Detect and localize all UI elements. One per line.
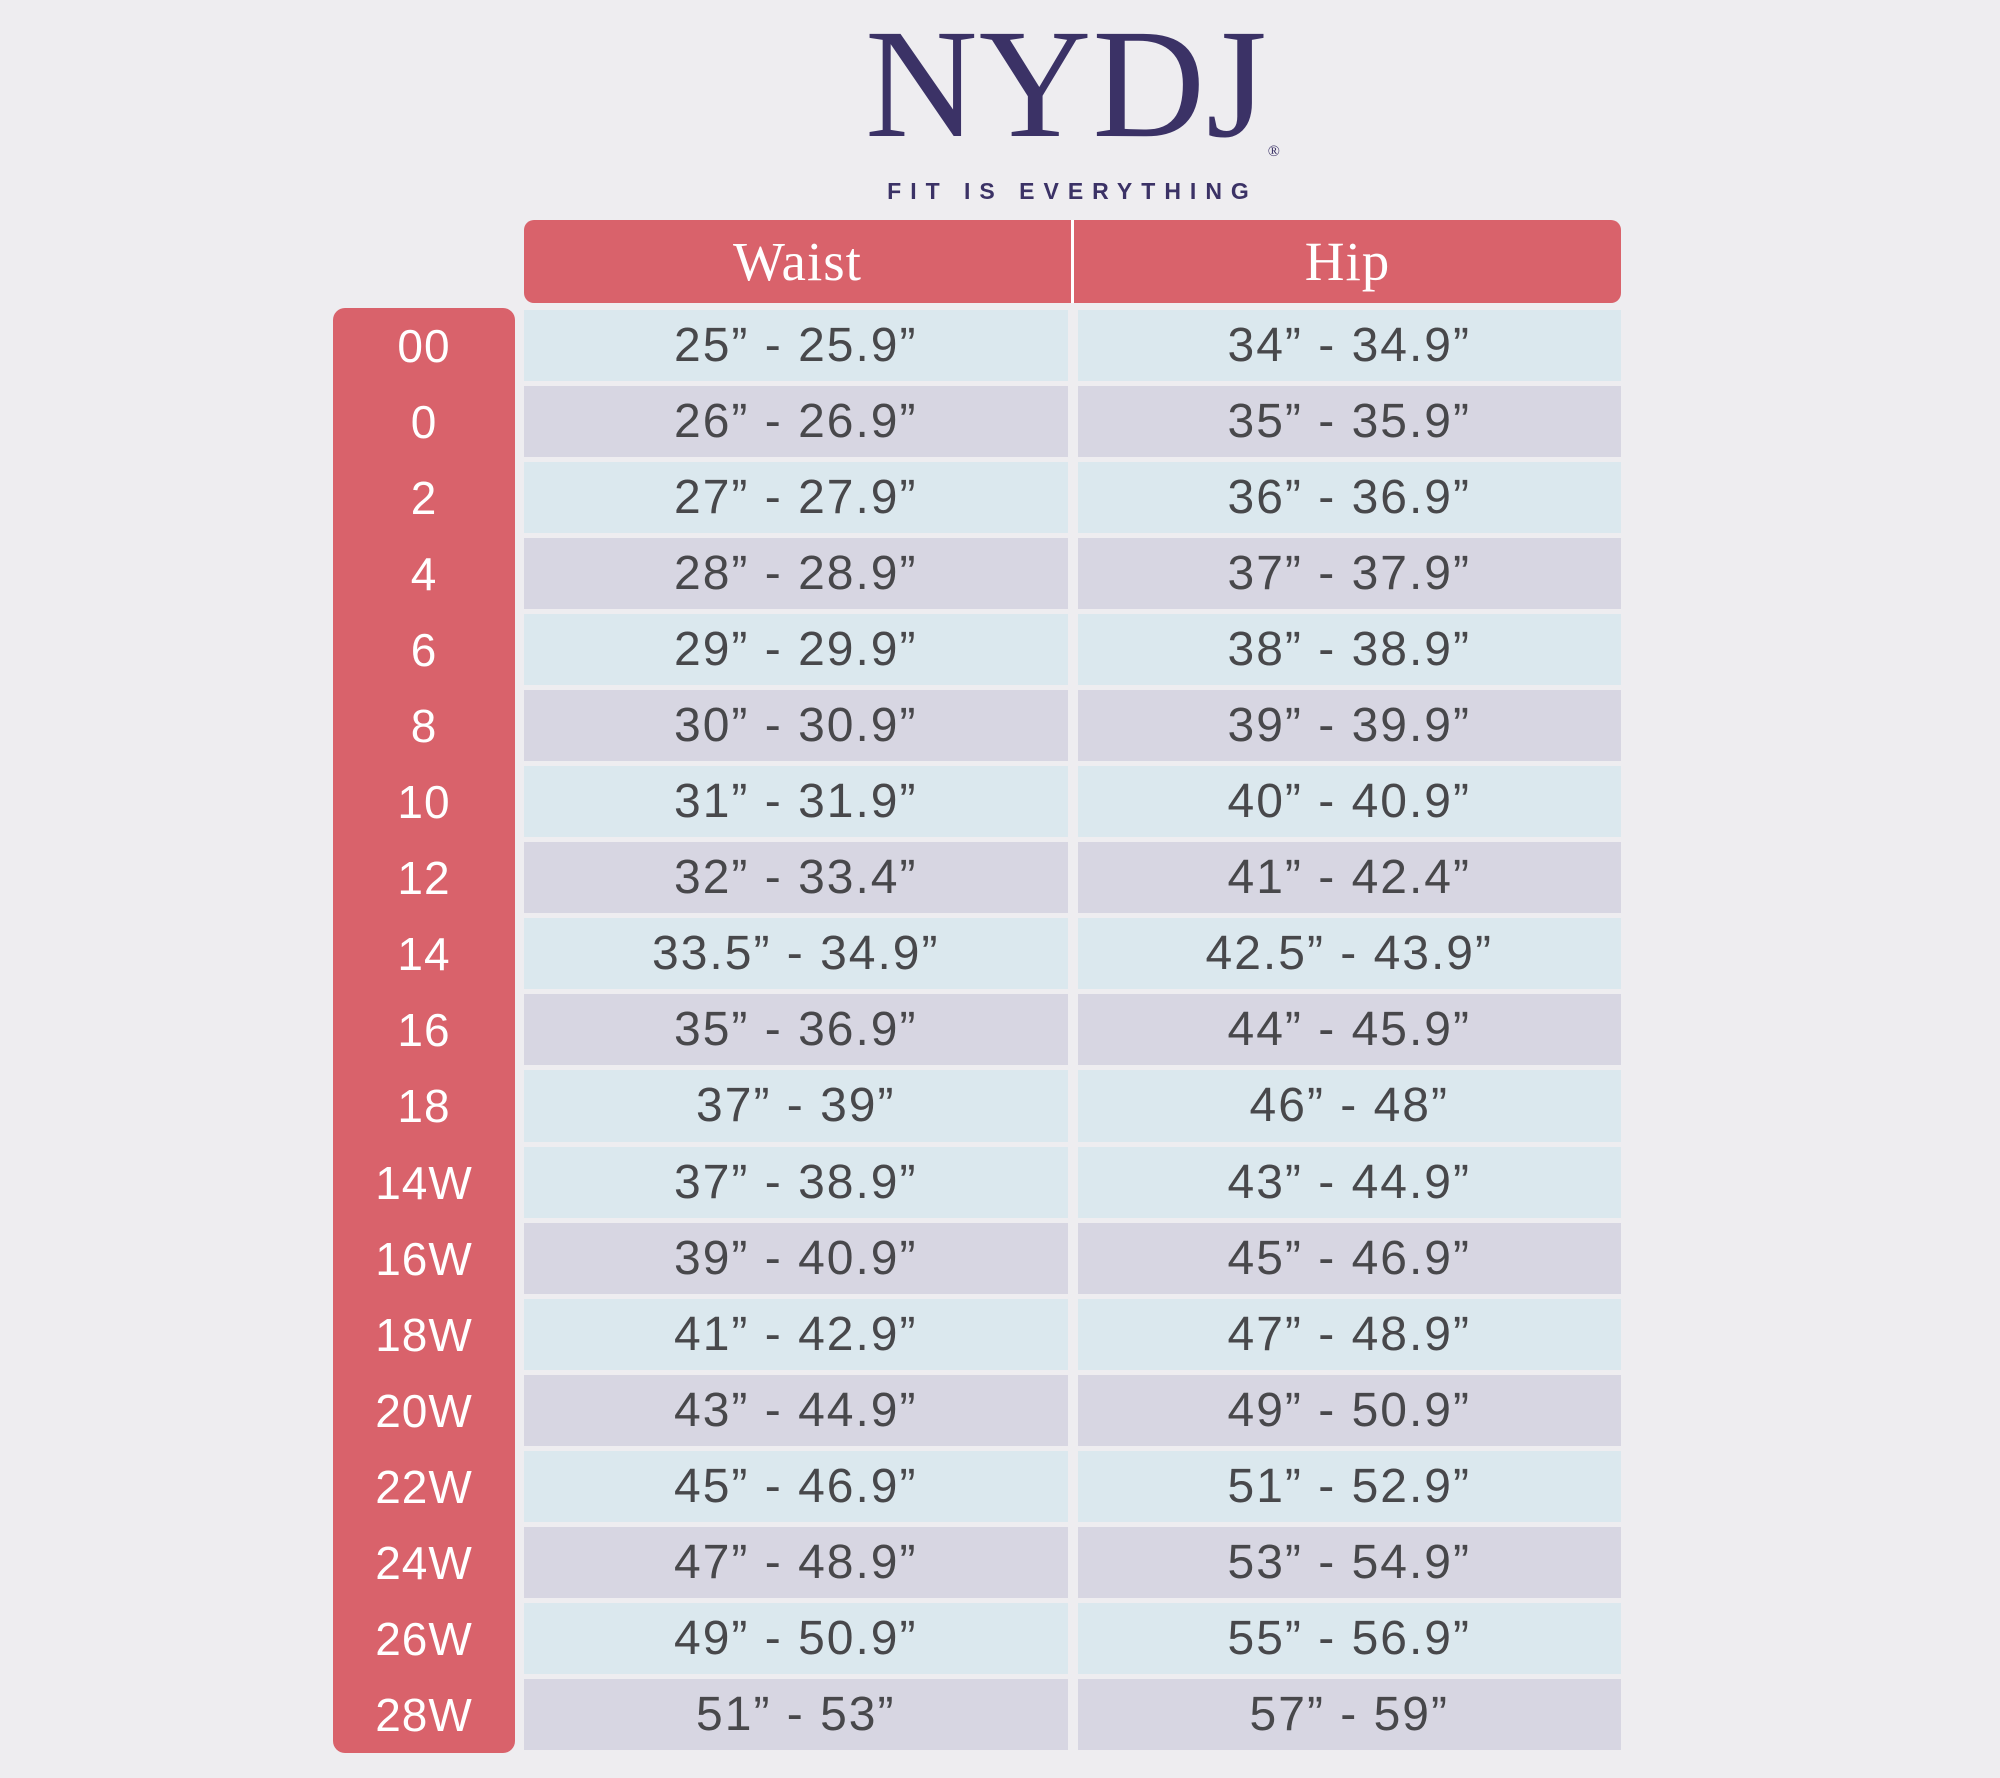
table-row: 33.5” - 34.9” 42.5” - 43.9” bbox=[524, 916, 1621, 992]
size-label: 22W bbox=[375, 1460, 473, 1513]
hip-cell: 37” - 37.9” bbox=[1077, 538, 1621, 610]
size-label: 12 bbox=[397, 852, 451, 905]
size-label: 8 bbox=[410, 700, 438, 753]
waist-cell: 41” - 42.9” bbox=[524, 1298, 1068, 1370]
brand-tagline: FIT IS EVERYTHING bbox=[887, 178, 1258, 204]
hip-cell: 46” - 48” bbox=[1077, 1070, 1621, 1142]
table-body: 25” - 25.9” 34” - 34.9” 26” - 26.9” 35” - 3… bbox=[524, 308, 1621, 1753]
size-label: 20W bbox=[375, 1384, 473, 1437]
hip-cell: 38” - 38.9” bbox=[1077, 614, 1621, 686]
table-row: 41” - 42.9” 47” - 48.9” bbox=[524, 1297, 1621, 1373]
table-row: 28” - 28.9” 37” - 37.9” bbox=[524, 536, 1621, 612]
waist-cell: 30” - 30.9” bbox=[524, 690, 1068, 762]
hip-cell: 47” - 48.9” bbox=[1077, 1298, 1621, 1370]
hip-cell: 34” - 34.9” bbox=[1077, 310, 1621, 382]
registered-trademark-icon: ® bbox=[1267, 143, 1280, 160]
size-label: 16 bbox=[397, 1004, 451, 1057]
size-label: 18 bbox=[397, 1080, 451, 1133]
size-label: 6 bbox=[410, 624, 438, 677]
waist-cell: 37” - 38.9” bbox=[524, 1146, 1068, 1218]
size-label: 4 bbox=[410, 548, 438, 601]
brand-logo-text: NYDJ® bbox=[524, 6, 1621, 162]
waist-cell: 31” - 31.9” bbox=[524, 766, 1068, 838]
waist-cell: 26” - 26.9” bbox=[524, 386, 1068, 458]
hip-cell: 36” - 36.9” bbox=[1077, 462, 1621, 534]
hip-cell: 45” - 46.9” bbox=[1077, 1222, 1621, 1294]
size-label: 28W bbox=[375, 1688, 473, 1741]
hip-cell: 55” - 56.9” bbox=[1077, 1602, 1621, 1674]
table-row: 35” - 36.9” 44” - 45.9” bbox=[524, 992, 1621, 1068]
size-label: 00 bbox=[397, 320, 451, 373]
column-header-waist: Waist bbox=[733, 231, 862, 292]
size-label: 2 bbox=[410, 472, 438, 525]
waist-cell: 39” - 40.9” bbox=[524, 1222, 1068, 1294]
table-row: 32” - 33.4” 41” - 42.4” bbox=[524, 840, 1621, 916]
hip-cell: 35” - 35.9” bbox=[1077, 386, 1621, 458]
table-row: 49” - 50.9” 55” - 56.9” bbox=[524, 1601, 1621, 1677]
size-label: 14W bbox=[375, 1156, 473, 1209]
table-row: 30” - 30.9” 39” - 39.9” bbox=[524, 688, 1621, 764]
hip-cell: 42.5” - 43.9” bbox=[1077, 918, 1621, 990]
hip-cell: 57” - 59” bbox=[1077, 1678, 1621, 1750]
table-row: 43” - 44.9” 49” - 50.9” bbox=[524, 1373, 1621, 1449]
waist-cell: 35” - 36.9” bbox=[524, 994, 1068, 1066]
waist-cell: 28” - 28.9” bbox=[524, 538, 1068, 610]
size-label: 10 bbox=[397, 776, 451, 829]
size-label: 14 bbox=[397, 928, 451, 981]
waist-cell: 49” - 50.9” bbox=[524, 1602, 1068, 1674]
size-label: 16W bbox=[375, 1232, 473, 1285]
brand-logo: NYDJ® FIT IS EVERYTHING bbox=[524, 6, 1621, 205]
table-row: 31” - 31.9” 40” - 40.9” bbox=[524, 764, 1621, 840]
hip-cell: 49” - 50.9” bbox=[1077, 1374, 1621, 1446]
column-header-hip: Hip bbox=[1304, 231, 1391, 292]
size-label: 0 bbox=[410, 396, 438, 449]
hip-cell: 39” - 39.9” bbox=[1077, 690, 1621, 762]
waist-cell: 29” - 29.9” bbox=[524, 614, 1068, 686]
table-row: 39” - 40.9” 45” - 46.9” bbox=[524, 1221, 1621, 1297]
table-row: 37” - 38.9” 43” - 44.9” bbox=[524, 1145, 1621, 1221]
hip-cell: 53” - 54.9” bbox=[1077, 1526, 1621, 1598]
waist-cell: 25” - 25.9” bbox=[524, 310, 1068, 382]
waist-cell: 51” - 53” bbox=[524, 1678, 1068, 1750]
header-divider bbox=[1071, 220, 1074, 303]
table-row: 37” - 39” 46” - 48” bbox=[524, 1068, 1621, 1144]
waist-cell: 45” - 46.9” bbox=[524, 1450, 1068, 1522]
waist-cell: 37” - 39” bbox=[524, 1070, 1068, 1142]
hip-cell: 44” - 45.9” bbox=[1077, 994, 1621, 1066]
size-label: 26W bbox=[375, 1612, 473, 1665]
waist-cell: 32” - 33.4” bbox=[524, 842, 1068, 914]
table-header-row: Waist Hip bbox=[524, 220, 1621, 303]
waist-cell: 47” - 48.9” bbox=[524, 1526, 1068, 1598]
size-label: 18W bbox=[375, 1308, 473, 1361]
waist-cell: 43” - 44.9” bbox=[524, 1374, 1068, 1446]
brand-wordmark: NYDJ bbox=[865, 0, 1268, 170]
table-row: 26” - 26.9” 35” - 35.9” bbox=[524, 384, 1621, 460]
table-row: 45” - 46.9” 51” - 52.9” bbox=[524, 1449, 1621, 1525]
table-row: 47” - 48.9” 53” - 54.9” bbox=[524, 1525, 1621, 1601]
table-row: 25” - 25.9” 34” - 34.9” bbox=[524, 308, 1621, 384]
hip-cell: 40” - 40.9” bbox=[1077, 766, 1621, 838]
size-column: 00 0 2 4 6 8 10 12 14 16 18 14W 16W 18W 20W 22W 24W 26W 28… bbox=[333, 308, 515, 1753]
table-row: 51” - 53” 57” - 59” bbox=[524, 1677, 1621, 1753]
table-row: 29” - 29.9” 38” - 38.9” bbox=[524, 612, 1621, 688]
waist-cell: 27” - 27.9” bbox=[524, 462, 1068, 534]
size-label: 24W bbox=[375, 1536, 473, 1589]
hip-cell: 41” - 42.4” bbox=[1077, 842, 1621, 914]
hip-cell: 43” - 44.9” bbox=[1077, 1146, 1621, 1218]
table-row: 27” - 27.9” 36” - 36.9” bbox=[524, 460, 1621, 536]
hip-cell: 51” - 52.9” bbox=[1077, 1450, 1621, 1522]
waist-cell: 33.5” - 34.9” bbox=[524, 918, 1068, 990]
